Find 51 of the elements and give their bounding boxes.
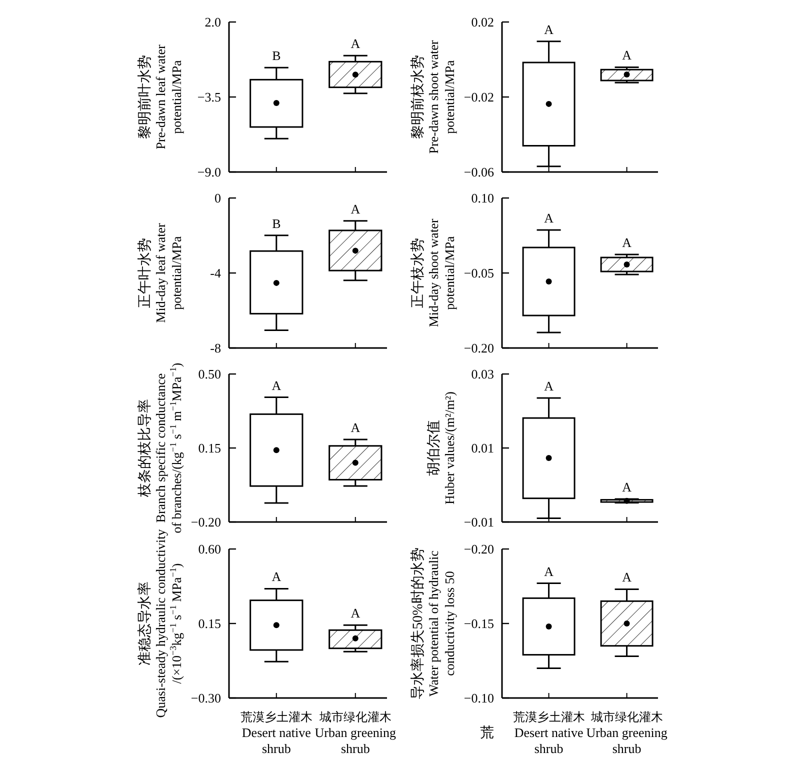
y-axis-title: 正午叶水势 Mid-day leaf water potential/MPa (137, 222, 184, 323)
annotation: A (544, 378, 554, 394)
y-axis-title: 黎明前枝水势 Pre-dawn shoot water potential/MPa (410, 40, 457, 154)
annotation: A (350, 606, 361, 621)
y-tick-label: −9.0 (197, 164, 221, 180)
annotation: A (272, 378, 282, 393)
annotation: A (622, 235, 632, 250)
y-tick-label: 0.15 (198, 616, 221, 631)
y-axis-title: 黎明前叶水势 Pre-dawn leaf water potential/MPa (137, 44, 184, 150)
y-tick-label: −0.20 (464, 542, 494, 556)
annotation: B (272, 48, 282, 64)
y-tick-label: −0.06 (464, 164, 494, 180)
y-tick-label: −0.10 (464, 690, 494, 706)
annotation: A (544, 564, 554, 579)
x-tick-label: 荒漠乡土灌木 Desert native shrub (240, 710, 312, 756)
annotation: A (350, 36, 361, 52)
y-tick-label: −0.20 (464, 340, 494, 356)
annotation: A (350, 420, 361, 436)
y-tick-label: −0.30 (190, 690, 221, 706)
annotation: A (622, 570, 632, 585)
y-axis-title: 导水率损失50%时的水势 Water potential of hydraulic conductivity loss 50 (410, 548, 457, 700)
y-tick-label: -8 (210, 340, 221, 356)
y-tick-label: 0.60 (198, 542, 221, 556)
y-tick-label: 0.01 (471, 440, 494, 456)
y-tick-label: −0.02 (464, 90, 494, 104)
x-tick-label: 荒漠乡土灌木 Desert native shrub (512, 710, 585, 756)
y-tick-label: −3.5 (197, 90, 221, 104)
annotation: A (544, 210, 554, 226)
y-tick-label: 0.10 (471, 190, 494, 206)
y-tick-label: 0 (214, 190, 221, 206)
y-axis-title: 正午枝水势 Mid-day shoot water potential/MPa (410, 218, 457, 328)
annotation: A (350, 201, 361, 216)
x-tick-label: 城市绿化灌木 Urban greening shrub (586, 710, 668, 756)
annotation: A (544, 22, 554, 37)
y-tick-label: 0.02 (471, 14, 494, 30)
x-tick-label: 城市绿化灌木 Urban greening shrub (314, 710, 397, 756)
y-tick-label: −0.20 (190, 514, 221, 530)
annotation: A (622, 480, 632, 495)
y-tick-label: -4 (210, 266, 222, 280)
y-axis-title: 胡伯尔值 Huber values/(m²/m²) (426, 392, 457, 504)
y-tick-label: 0.50 (198, 366, 221, 382)
text: 荒 (480, 725, 494, 741)
y-tick-label: 0.03 (471, 366, 494, 382)
y-tick-label: −0.01 (464, 514, 494, 530)
y-tick-label: −0.05 (464, 266, 494, 280)
annotation: A (272, 569, 282, 584)
y-tick-label: −0.15 (464, 616, 494, 631)
annotation: B (272, 216, 282, 231)
y-tick-label: 0.15 (198, 440, 221, 456)
y-tick-label: 2.0 (204, 14, 221, 30)
annotation: A (622, 48, 632, 63)
